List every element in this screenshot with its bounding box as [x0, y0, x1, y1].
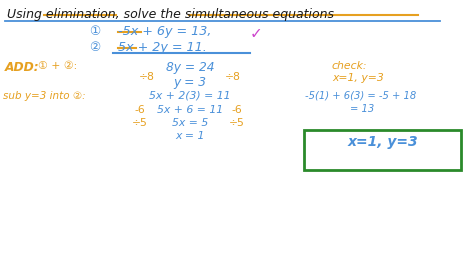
Text: ÷5: ÷5 — [229, 118, 245, 128]
Text: = 13: = 13 — [350, 104, 374, 114]
Text: 8y = 24: 8y = 24 — [166, 61, 214, 74]
Text: sub y=3 into ②:: sub y=3 into ②: — [3, 91, 86, 101]
Text: -6: -6 — [135, 105, 146, 115]
Text: ÷8: ÷8 — [139, 72, 155, 82]
Text: ÷5: ÷5 — [132, 118, 148, 128]
Text: x=1, y=3: x=1, y=3 — [332, 73, 384, 83]
Text: ADD:: ADD: — [5, 61, 40, 74]
Text: 5x = 5: 5x = 5 — [172, 118, 208, 128]
Text: x = 1: x = 1 — [175, 131, 205, 141]
Text: 5x + 2(3) = 11: 5x + 2(3) = 11 — [149, 91, 231, 101]
Text: ①: ① — [90, 25, 100, 38]
Text: ②: ② — [90, 41, 100, 54]
Text: Using elimination, solve the simultaneous equations: Using elimination, solve the simultaneou… — [7, 8, 334, 21]
Text: check:: check: — [332, 61, 367, 71]
Text: ① + ②:: ① + ②: — [38, 61, 77, 71]
Text: 5x + 2y = 11.: 5x + 2y = 11. — [118, 41, 207, 54]
FancyBboxPatch shape — [304, 130, 461, 170]
Text: -6: -6 — [232, 105, 242, 115]
Text: -5x + 6y = 13,: -5x + 6y = 13, — [118, 25, 211, 38]
Text: -5(1) + 6(3) = -5 + 18: -5(1) + 6(3) = -5 + 18 — [305, 91, 416, 101]
Text: x=1, y=3: x=1, y=3 — [347, 135, 418, 149]
Text: ÷8: ÷8 — [225, 72, 241, 82]
Text: ✓: ✓ — [250, 26, 263, 41]
Text: y = 3: y = 3 — [173, 76, 207, 89]
Text: 5x + 6 = 11: 5x + 6 = 11 — [157, 105, 223, 115]
